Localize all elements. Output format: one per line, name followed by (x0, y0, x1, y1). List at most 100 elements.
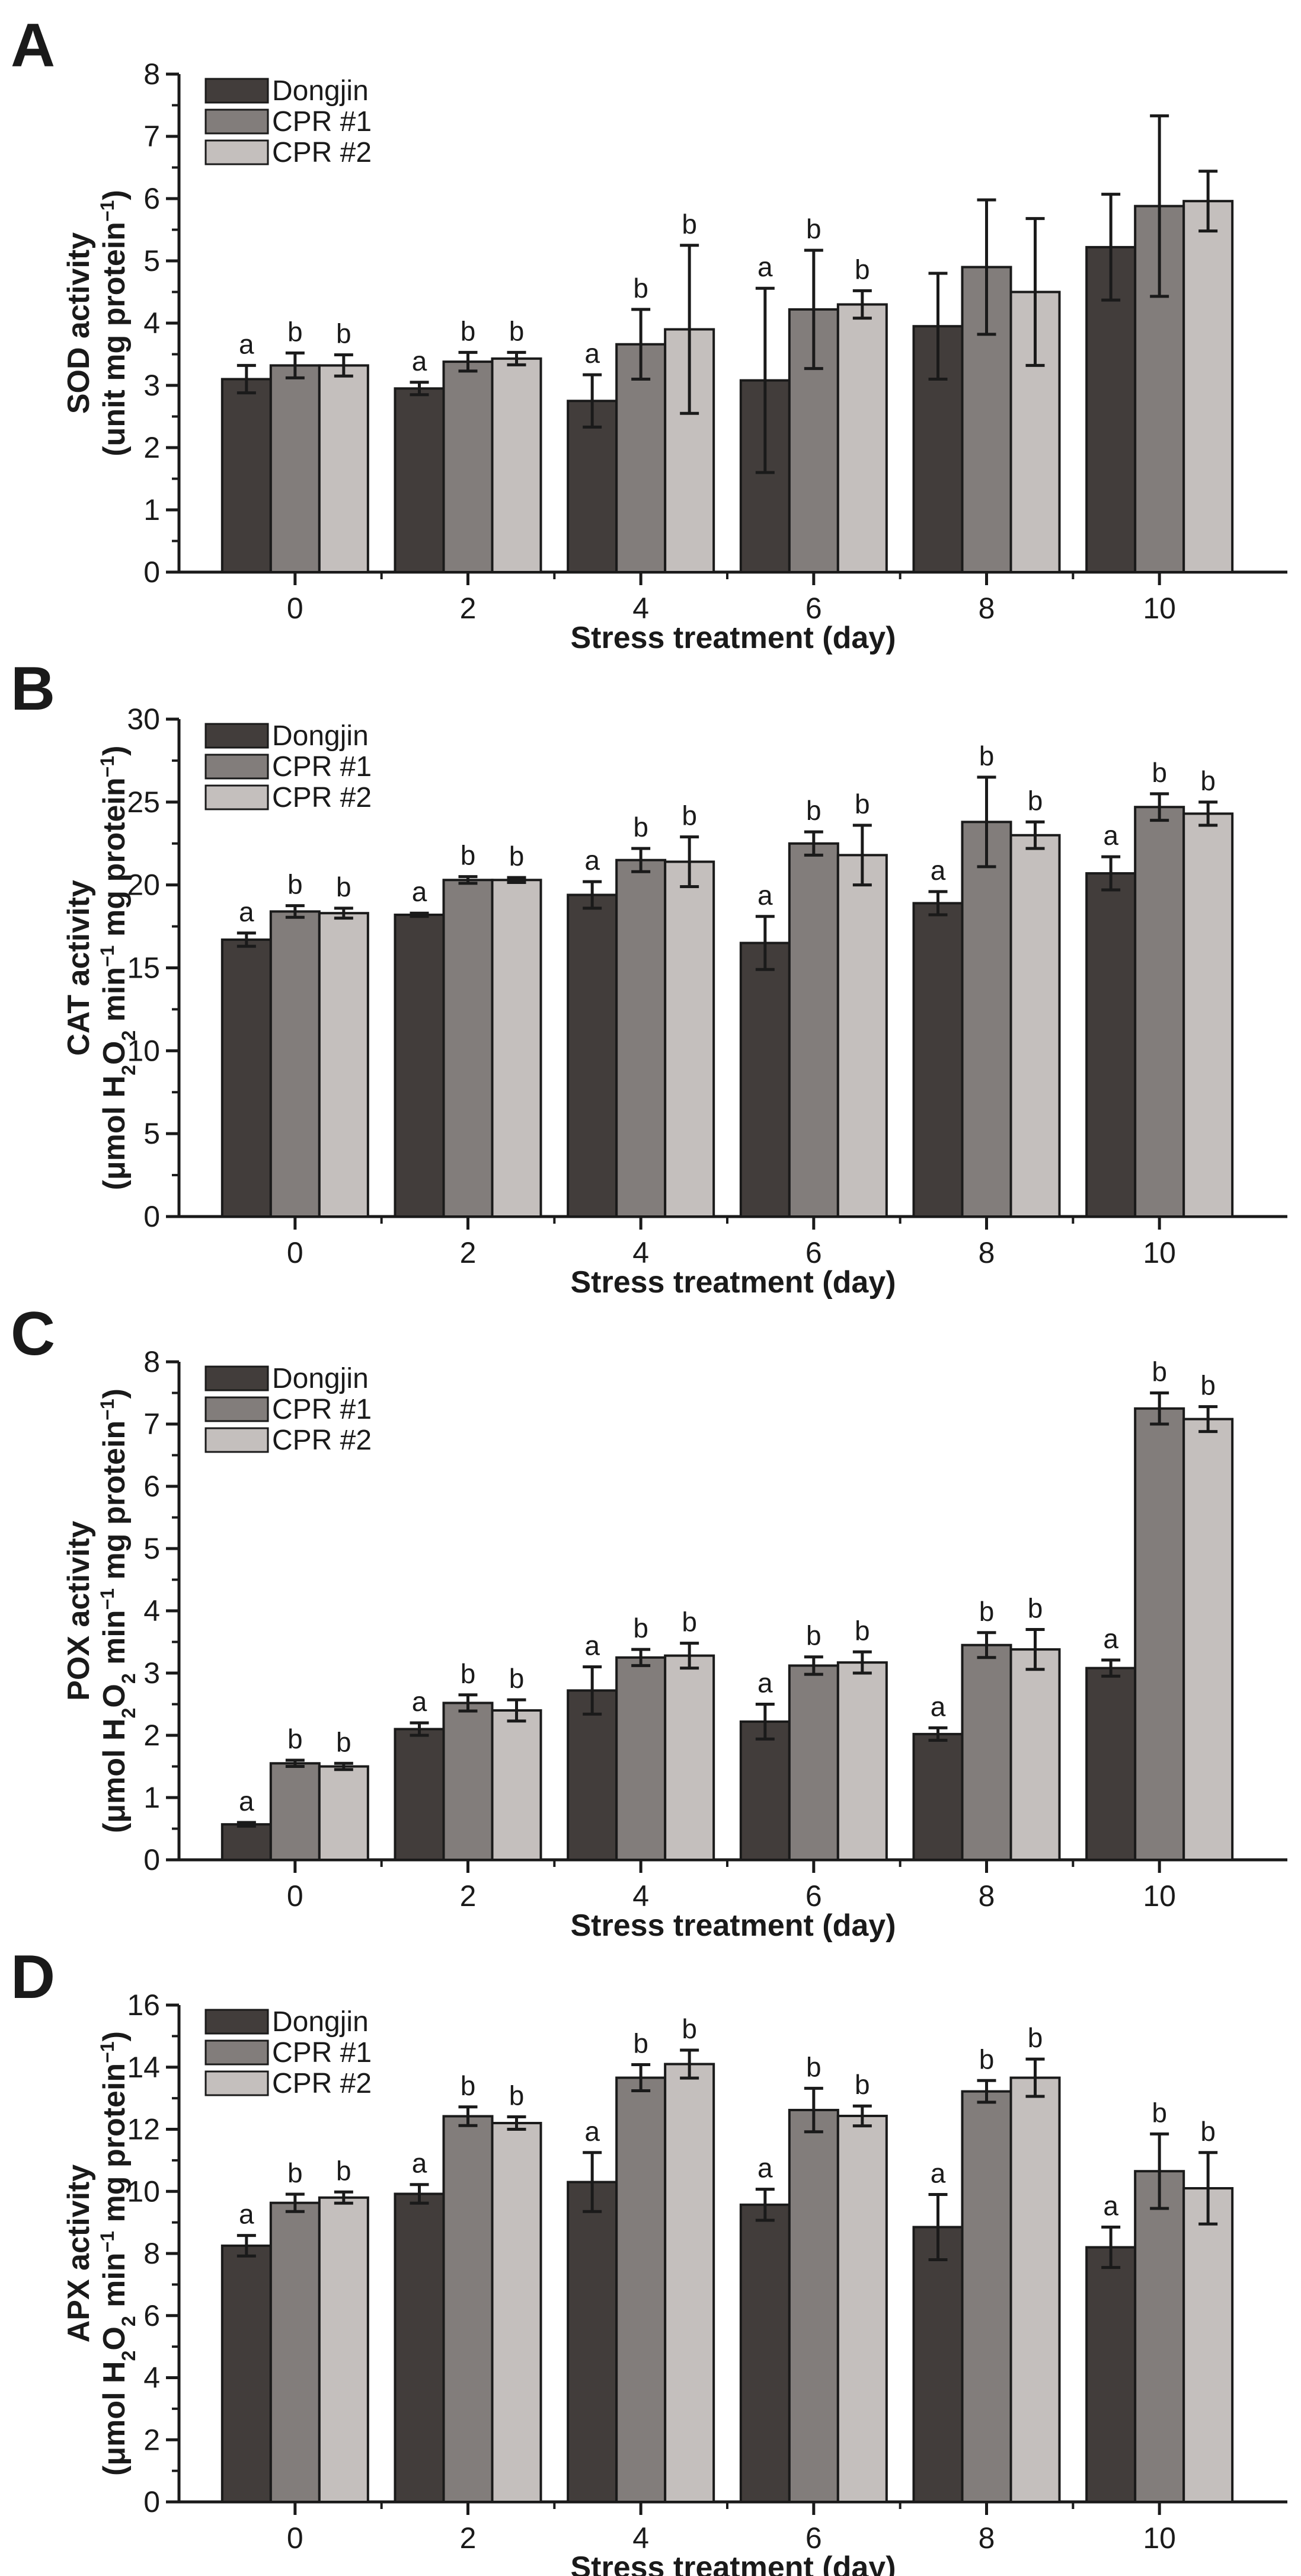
bar (394, 914, 445, 1218)
significance-label: b (287, 2157, 303, 2188)
significance-label: b (336, 318, 351, 349)
legend-label: CPR #2 (272, 2068, 372, 2099)
bar (912, 1732, 964, 1861)
significance-label: a (757, 880, 773, 911)
significance-label: b (336, 1726, 351, 1757)
y-tick-label: 20 (127, 869, 160, 902)
legend-swatch (204, 1427, 269, 1453)
x-tick-label: 0 (287, 2521, 303, 2555)
x-tick-label: 8 (979, 2521, 995, 2555)
bar (1085, 2246, 1137, 2503)
bar (664, 860, 715, 1218)
x-tick-label: 10 (1143, 1236, 1176, 1269)
bar (1134, 806, 1185, 1218)
significance-label: a (239, 2199, 254, 2230)
significance-label: a (1103, 820, 1118, 851)
y-tick-label: 14 (127, 2051, 160, 2084)
y-tick-label: 8 (143, 2237, 160, 2270)
significance-label: a (584, 338, 600, 369)
significance-label: a (1103, 2190, 1118, 2221)
y-tick-label: 3 (143, 369, 160, 402)
bar (836, 2114, 888, 2503)
y-tick-label: 2 (143, 1719, 160, 1752)
significance-label: b (287, 869, 303, 900)
bar (836, 854, 888, 1218)
significance-label: a (412, 2148, 427, 2179)
y-tick-label: 5 (143, 1117, 160, 1150)
significance-label: b (806, 2051, 821, 2082)
bar (442, 1702, 494, 1861)
significance-label: b (806, 795, 821, 826)
x-tick-label: 10 (1143, 1879, 1176, 1913)
significance-label: b (806, 213, 821, 244)
significance-label: a (757, 2153, 773, 2184)
significance-label: b (509, 841, 525, 872)
legend-swatch (204, 78, 269, 104)
bar (836, 1661, 888, 1861)
panel-C: C 0 1 2 3 4 5 6 7 8 0 a b b 2 a b b 4 a b b 6 a b b 8 a b b 10 a b b Stres… (11, 1300, 1287, 1943)
bar (567, 2181, 618, 2504)
significance-label: b (1200, 2116, 1216, 2147)
panel-B: B 0 5 10 15 20 25 30 0 a b b 2 a b b 4 a b b 6 a b b 8 a b b 10 a b b St… (11, 655, 1287, 1300)
bar (318, 1765, 369, 1861)
bar (788, 2109, 839, 2504)
y-axis-title: POX activity (62, 1521, 96, 1701)
significance-label: b (682, 209, 697, 240)
legend-swatch (204, 1365, 269, 1391)
x-tick-label: 0 (287, 592, 303, 625)
bar (1085, 872, 1137, 1218)
y-tick-label: 3 (143, 1656, 160, 1690)
y-tick-label: 4 (143, 1594, 160, 1627)
x-tick-label: 4 (632, 1236, 649, 1269)
significance-label: b (806, 1620, 821, 1651)
legend-label: Dongjin (272, 2006, 369, 2038)
legend-label: CPR #2 (272, 1425, 372, 1456)
bar (269, 364, 321, 574)
significance-label: b (979, 1596, 995, 1627)
significance-label: b (855, 254, 870, 285)
x-tick-label: 8 (979, 1236, 995, 1269)
bar (567, 1689, 618, 1861)
significance-label: b (682, 2013, 697, 2044)
y-tick-label: 0 (143, 1200, 160, 1233)
panel-letter: B (11, 655, 55, 723)
bar (1134, 2170, 1185, 2504)
x-axis-title: Stress treatment (day) (570, 1908, 896, 1943)
panel-letter: C (11, 1300, 55, 1368)
x-tick-label: 0 (287, 1236, 303, 1269)
significance-label: b (979, 2044, 995, 2074)
significance-label: b (682, 800, 697, 831)
significance-label: b (1152, 2097, 1167, 2128)
bar (664, 2063, 715, 2503)
significance-label: b (509, 2080, 525, 2111)
bar (1182, 200, 1234, 573)
bar (318, 364, 369, 574)
significance-label: a (584, 2116, 600, 2147)
bar (1009, 2076, 1061, 2504)
bar (394, 2192, 445, 2503)
y-tick-label: 6 (143, 182, 160, 215)
bar (269, 910, 321, 1218)
significance-label: b (461, 2070, 476, 2101)
bar (1182, 812, 1234, 1218)
y-tick-label: 12 (127, 2113, 160, 2146)
significance-label: b (855, 2069, 870, 2100)
x-tick-label: 4 (632, 592, 649, 625)
bar (394, 1728, 445, 1861)
significance-label: b (1152, 1356, 1167, 1387)
significance-label: a (931, 1691, 946, 1722)
significance-label: b (336, 872, 351, 902)
bar (836, 303, 888, 573)
bar (442, 879, 494, 1218)
y-axis-title: CAT activity (62, 880, 96, 1056)
significance-label: b (633, 273, 648, 304)
significance-label: b (1028, 2022, 1043, 2053)
legend-swatch (204, 1396, 269, 1422)
bar (788, 842, 839, 1218)
legend-swatch (204, 784, 269, 810)
bar (739, 1720, 791, 1861)
x-tick-label: 2 (460, 592, 477, 625)
significance-label: b (633, 812, 648, 842)
y-tick-label: 1 (143, 493, 160, 526)
